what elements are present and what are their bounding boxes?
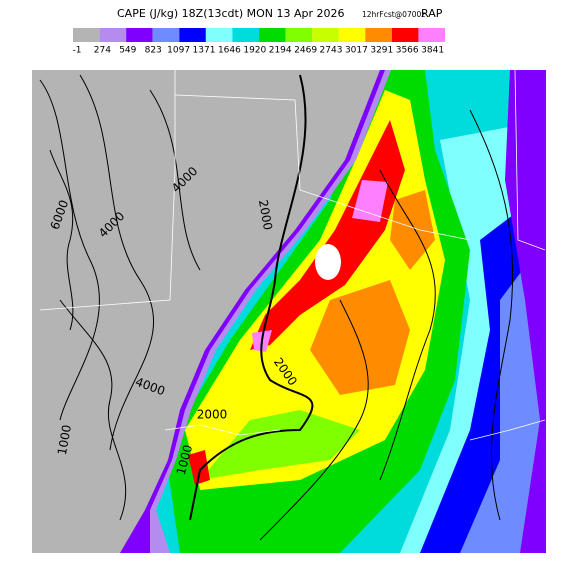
field-pink: [352, 180, 388, 222]
field-purple: [505, 70, 546, 553]
colorbar-label: 3291: [370, 46, 393, 56]
colorbar-swatch: [365, 28, 392, 42]
colorbar-swatch: [418, 28, 445, 42]
field-orange: [390, 190, 435, 270]
colorbar-label: 1646: [218, 46, 241, 56]
field-cornflower: [460, 260, 546, 553]
contour-label: 2000: [256, 199, 275, 232]
colorbar-label: -1: [73, 46, 82, 56]
colorbar-label: 3841: [421, 46, 444, 56]
field-lightgreen: [200, 410, 360, 480]
colorbar-swatch: [99, 28, 127, 42]
colorbar-label: 823: [145, 46, 162, 56]
contours: [39, 74, 514, 541]
colorbar-label: 3566: [396, 46, 419, 56]
colorbar-swatch: [285, 28, 313, 42]
model-name: RAP: [421, 7, 443, 20]
colorbar-swatch: [73, 28, 100, 42]
borders: [39, 70, 546, 441]
field-gray: [32, 70, 380, 553]
colorbar-swatch: [232, 28, 259, 42]
colorbar-swatch: [259, 28, 286, 42]
colorbar-label: 1371: [193, 46, 216, 56]
colorbar-label: 1920: [243, 46, 266, 56]
title: CAPE (J/kg) 18Z(13cdt) MON 13 Apr 2026: [117, 7, 345, 20]
field-red: [250, 120, 405, 350]
colorbar-label: 3017: [345, 46, 368, 56]
colorbar-swatch: [205, 28, 233, 42]
colorbar-label: 274: [94, 46, 111, 56]
colorbar-swatch: [179, 28, 206, 42]
colorbar-swatch: [152, 28, 180, 42]
field-orange: [310, 280, 410, 395]
colorbar-label: 2194: [269, 46, 292, 56]
contour-label: 1000: [55, 424, 74, 457]
colorbar-swatch: [126, 28, 153, 42]
field-red: [188, 450, 210, 485]
colorbar-swatch: [312, 28, 339, 42]
field-white: [315, 244, 341, 280]
colorbar-label: 549: [119, 46, 136, 56]
colorbar: -1 274 549 823 1097 1371 1646 1920 2194 2469 2743 3…: [73, 28, 445, 56]
colorbar-label: 2743: [320, 46, 343, 56]
contour-label: 2000: [197, 408, 228, 422]
colorbar-label: 2469: [294, 46, 317, 56]
forecast-time: 12hrFcst@0700z: [362, 10, 425, 19]
colorbar-swatch: [338, 28, 366, 42]
colorbar-label: 1097: [167, 46, 190, 56]
colorbar-swatch: [391, 28, 419, 42]
